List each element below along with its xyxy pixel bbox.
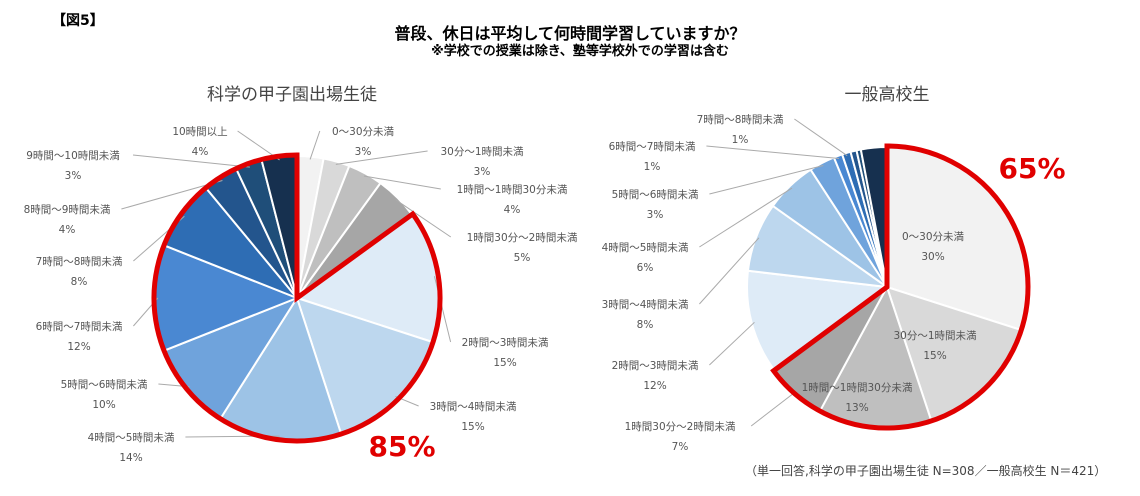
slice-label: 4時間～5時間未満 — [602, 242, 689, 254]
slice-label: 2時間～3時間未満 — [612, 360, 699, 372]
leader-line — [335, 150, 428, 165]
slice-value-label: 3% — [65, 170, 82, 182]
slice-label: 1時間～1時間30分未満 — [457, 184, 568, 196]
leader-line — [706, 145, 840, 159]
left-pie: 0～30分未満 3% 30分～1時間未満 3% 1時間～1時間30分未満 4% 1時間30分… — [24, 126, 578, 464]
slice-label: 8時間～9時間未満 — [24, 204, 111, 216]
slice-label: 7時間～8時間未満 — [36, 256, 123, 268]
footnote: （単一回答,科学の甲子園出場生徒 N=308／一般高校生 N＝421） — [745, 464, 1107, 478]
slice-value-label: 5% — [514, 252, 531, 264]
leader-line — [699, 237, 760, 305]
slice-label: 0～30分未満 — [902, 231, 965, 243]
leader-line — [750, 390, 798, 427]
leader-line — [132, 154, 250, 168]
slice-label: 6時間～7時間未満 — [609, 141, 696, 153]
highlight-percent: 65% — [998, 152, 1065, 185]
figure-label: 【図5】 — [52, 13, 104, 29]
slice-label: 6時間～7時間未満 — [36, 321, 123, 333]
slice-label: 7時間～8時間未満 — [697, 114, 784, 126]
slice-value-label: 12% — [643, 380, 666, 392]
slice-label: 1時間30分～2時間未満 — [467, 232, 578, 244]
slice-value-label: 4% — [504, 204, 521, 216]
slice-value-label: 14% — [119, 452, 142, 464]
slice-value-label: 15% — [493, 357, 516, 369]
slice-value-label: 15% — [461, 421, 484, 433]
slice-value-label: 1% — [732, 134, 749, 146]
right-pie: 0～30分未満 30% 30分～1時間未満 15% 1時間～1時間30分未満 13% 1時間… — [602, 114, 1066, 453]
slice-label: 2時間～3時間未満 — [462, 337, 549, 349]
slice-label: 0～30分未満 — [332, 126, 395, 138]
slice-value-label: 4% — [192, 146, 209, 158]
slice-value-label: 8% — [71, 276, 88, 288]
slice-value-label: 4% — [59, 224, 76, 236]
slice-label: 5時間～6時間未満 — [612, 189, 699, 201]
leader-line — [309, 130, 321, 160]
chart-subtitle: ※学校での授業は除き、塾等学校外での学習は含む — [431, 44, 729, 59]
slice-value-label: 12% — [67, 341, 90, 353]
slice-label: 5時間～6時間未満 — [61, 379, 148, 391]
slice-label: 9時間～10時間未満 — [26, 150, 120, 162]
slice-value-label: 13% — [845, 402, 868, 414]
right-pie-title: 一般高校生 — [844, 85, 930, 105]
leader-line — [363, 175, 441, 190]
slice-label: 3時間～4時間未満 — [430, 401, 517, 413]
slice-value-label: 10% — [92, 399, 115, 411]
slice-value-label: 7% — [672, 441, 689, 453]
highlight-outline — [770, 143, 1031, 431]
slice-label: 4時間～5時間未満 — [88, 432, 175, 444]
slice-label: 30分～1時間未満 — [893, 330, 977, 342]
left-pie-title: 科学の甲子園出場生徒 — [207, 85, 377, 105]
slice-label: 30分～1時間未満 — [440, 146, 524, 158]
highlight-outline — [151, 152, 443, 444]
pie-slice — [746, 269, 890, 372]
slice-value-label: 30% — [921, 251, 944, 263]
leader-line — [709, 164, 824, 195]
slice-label: 3時間～4時間未満 — [602, 299, 689, 311]
leader-line — [709, 321, 755, 366]
slice-label: 1時間30分～2時間未満 — [625, 421, 736, 433]
slice-value-label: 6% — [637, 262, 654, 274]
leader-line — [699, 187, 793, 248]
slice-value-label: 15% — [923, 350, 946, 362]
slice-value-label: 3% — [355, 146, 372, 158]
slice-value-label: 1% — [644, 161, 661, 173]
slice-value-label: 3% — [647, 209, 664, 221]
slice-value-label: 3% — [474, 166, 491, 178]
leader-line — [794, 118, 848, 157]
leader-line — [395, 199, 452, 238]
chart-title: 普段、休日は平均して何時間学習していますか？ — [394, 24, 746, 43]
slice-value-label: 8% — [637, 319, 654, 331]
slice-label: 1時間～1時間30分未満 — [802, 382, 913, 394]
slice-label: 10時間以上 — [172, 126, 227, 138]
highlight-percent: 85% — [368, 430, 435, 463]
